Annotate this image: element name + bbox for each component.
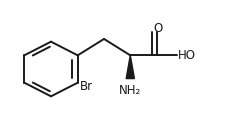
Polygon shape [126, 55, 134, 79]
Text: Br: Br [80, 80, 93, 93]
Text: NH₂: NH₂ [119, 84, 141, 97]
Text: O: O [153, 22, 162, 34]
Text: HO: HO [177, 49, 196, 62]
